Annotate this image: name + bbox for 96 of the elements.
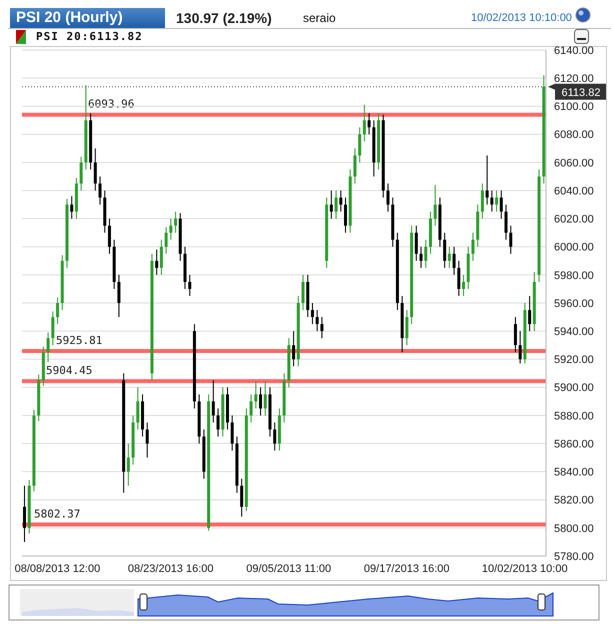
candlestick [457,260,460,296]
y-tick-label: 5980.00 [554,270,594,282]
candlestick [434,184,437,226]
candlestick [514,316,517,353]
candlestick [509,225,512,254]
y-tick-label: 5840.00 [554,466,594,479]
candlestick [108,218,111,254]
x-tick-label: 08/23/2013 16:00 [128,562,214,575]
candlestick [316,310,319,332]
y-tick-label: 6020.00 [554,214,594,226]
candlestick [136,386,140,430]
candlestick [462,274,466,296]
candlestick [528,295,532,332]
candlestick [443,232,446,268]
candlestick [94,148,97,192]
candlestick [160,239,163,276]
candlestick [495,190,498,212]
candlestick [240,478,244,518]
candlestick [362,104,366,142]
candlestick [471,232,474,262]
candlestick [117,274,120,318]
candlestick [480,183,484,220]
candlestick [339,190,342,212]
text: seraio [303,10,336,26]
candlestick [330,190,333,220]
y-tick-label: 6000.00 [554,242,594,254]
candlestick [174,211,178,234]
candlestick [405,310,408,346]
y-tick-label: 5880.00 [554,410,594,422]
candlestick [353,148,356,184]
candlestick [155,249,158,276]
x-tick-label: 09/17/2013 16:00 [364,562,450,575]
candlestick [80,156,83,192]
candlestick [188,274,192,296]
candlestick [292,330,296,367]
y-tick-label: 6140.00 [554,44,594,57]
y-tick-label: 5780.00 [554,550,594,563]
y-tick-label: 5920.00 [554,354,594,366]
ref-line-label: 5904.45 [46,364,92,378]
y-tick-label: 6040.00 [554,185,594,198]
candlestick [23,485,26,542]
candlestick [164,226,168,254]
y-tick-label: 6100.00 [554,101,594,114]
candlestick [414,225,418,262]
y-tick-label: 6080.00 [554,129,594,142]
candlestick [146,422,149,458]
candlestick [70,196,74,220]
text: PSI 20:6113.82 [36,30,143,44]
y-tick-label: 5860.00 [554,438,594,450]
candlestick [310,302,314,325]
ref-line-label: 5925.81 [56,334,102,348]
candlestick [273,422,276,452]
y-tick-label: 6060.00 [554,157,594,170]
candlestick [212,380,215,423]
candlestick [56,296,60,325]
ref-line-label: 6113.82 [562,86,600,99]
candlestick [344,197,348,234]
candlestick [264,381,267,416]
chart-subtitle: 130.97 (2.19%) [176,9,272,28]
candlestick [504,204,508,240]
y-tick-label: 5820.00 [554,494,594,507]
y-tick-label: 5800.00 [554,522,594,535]
y-tick-label: 5900.00 [554,382,594,394]
candlestick [452,246,456,276]
candlestick [424,239,428,268]
candlestick [518,330,522,364]
candlestick [334,190,338,220]
candlestick [448,246,451,268]
candlestick [486,154,489,206]
candlestick [259,386,262,416]
y-tick-label: 6120.00 [554,73,594,86]
candlestick [46,332,50,363]
y-tick-label: 5960.00 [554,298,594,310]
chart-title: PSI 20 (Hourly) [10,8,165,28]
text: 10/02/2013 10:10:00 [471,11,572,26]
candlestick [358,126,362,163]
candlestick [302,274,305,311]
y-tick-label: 5940.00 [554,326,594,338]
candlestick [320,316,324,339]
candlestick [250,394,253,423]
candlestick [386,183,390,212]
x-tick-label: 10/02/2013 10:00 [482,562,568,575]
candlestick [169,218,172,240]
candlestick [216,408,220,438]
candlestick [98,176,102,206]
candlestick [230,414,234,452]
candlestick [254,381,258,409]
candlestick [500,190,503,220]
candlestick [51,310,54,346]
x-tick-label: 09/05/2013 11:00 [246,562,332,575]
candlestick [368,112,371,135]
x-tick-label: 08/08/2013 12:00 [14,562,100,575]
candlestick [420,246,423,268]
candlestick [490,190,494,212]
candlestick [126,443,130,486]
ref-line-label: 5802.37 [34,508,80,521]
